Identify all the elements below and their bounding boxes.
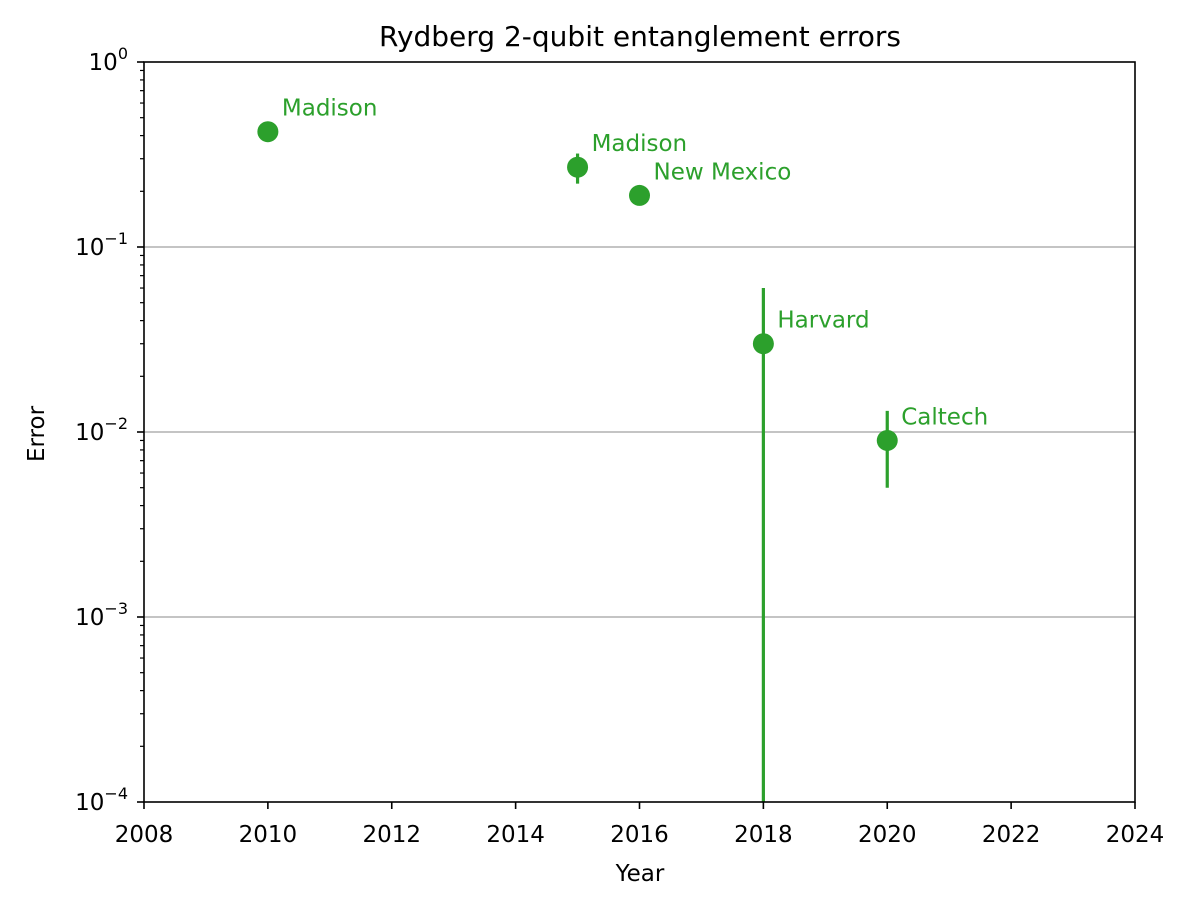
x-tick-label: 2010 [239,822,298,848]
y-axis-label: Error [24,405,50,462]
point-label: New Mexico [654,159,792,185]
y-tick-label: 10−4 [75,784,128,816]
error-bars [575,153,889,802]
x-tick-label: 2012 [362,822,421,848]
x-tick-label: 2014 [486,822,545,848]
x-axis-label: Year [615,861,665,887]
data-point [876,429,898,451]
point-label: Madison [282,96,378,122]
ticks: 2008 2010 2012 2014 2016 2018 2020 2022 2024 10−4… [75,44,1164,848]
x-tick-label: 2020 [858,822,917,848]
data-point [629,184,650,206]
data-point [752,333,774,355]
data-point [257,121,279,143]
point-label: Caltech [901,404,988,430]
y-tick-label: 10−2 [75,414,128,446]
grid-lines [144,246,1135,618]
y-tick-label: 10−3 [75,599,128,631]
point-label: Madison [592,131,688,157]
chart-title: Rydberg 2-qubit entanglement errors [379,20,901,53]
x-tick-label: 2022 [982,822,1041,848]
x-tick-label: 2024 [1106,822,1165,848]
y-tick-label: 10−1 [75,229,128,261]
y-tick-label: 100 [89,44,128,76]
data-point [567,156,589,178]
x-tick-label: 2008 [115,822,174,848]
point-label: Harvard [777,308,869,334]
x-tick-label: 2018 [734,822,793,848]
data-points [257,121,898,451]
x-tick-label: 2016 [610,822,669,848]
